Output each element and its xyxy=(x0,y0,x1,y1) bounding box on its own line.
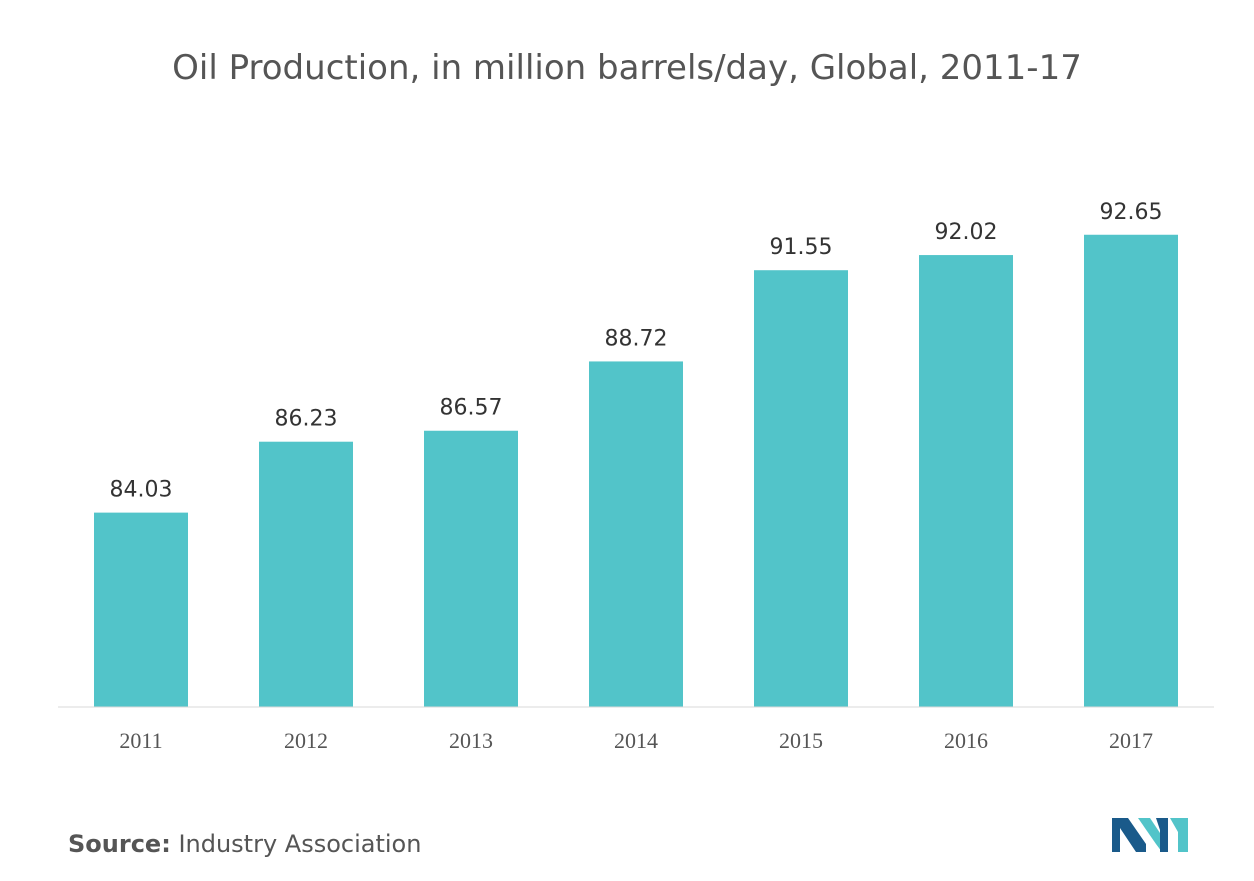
x-tick-label-2013: 2013 xyxy=(449,728,493,753)
value-label-2012: 86.23 xyxy=(275,407,338,432)
x-tick-label-2015: 2015 xyxy=(779,728,823,753)
source-text: Industry Association xyxy=(178,830,422,858)
source-label: Source: xyxy=(68,830,171,858)
value-label-2016: 92.02 xyxy=(935,220,998,245)
bar-2012 xyxy=(259,441,353,707)
brand-logo-icon xyxy=(1112,818,1188,852)
x-tick-label-2014: 2014 xyxy=(614,728,658,753)
bar-2016 xyxy=(919,255,1013,708)
tick-labels-group: 2011 2012 2013 2014 2015 2016 2017 xyxy=(119,728,1153,753)
source-note: Source: Industry Association xyxy=(68,830,421,858)
bar-2014 xyxy=(589,361,683,707)
bar-2013 xyxy=(424,430,518,707)
value-label-2013: 86.57 xyxy=(440,396,503,421)
chart-title: Oil Production, in million barrels/day, … xyxy=(172,48,1082,88)
bar-2017 xyxy=(1084,234,1178,708)
bars-group xyxy=(94,234,1178,708)
x-tick-label-2016: 2016 xyxy=(944,728,988,753)
value-labels-group: 84.03 86.23 86.57 88.72 91.55 92.02 92.65 xyxy=(110,200,1163,503)
bar-2015 xyxy=(754,270,848,707)
value-label-2014: 88.72 xyxy=(605,326,668,351)
x-tick-label-2017: 2017 xyxy=(1109,728,1153,753)
bar-2011 xyxy=(94,512,188,707)
x-tick-label-2011: 2011 xyxy=(119,728,162,753)
value-label-2015: 91.55 xyxy=(770,235,833,260)
x-tick-label-2012: 2012 xyxy=(284,728,328,753)
value-label-2017: 92.65 xyxy=(1100,200,1163,225)
value-label-2011: 84.03 xyxy=(110,478,173,503)
